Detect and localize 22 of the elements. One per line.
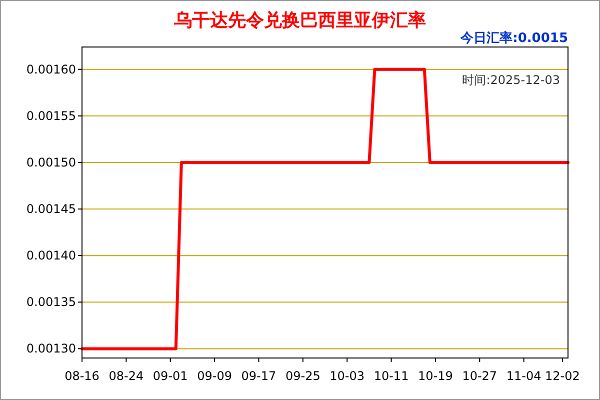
y-tick-label: 0.00160: [26, 62, 76, 76]
x-tick-label: 11-04: [506, 369, 542, 383]
x-tick-label: 09-09: [197, 369, 232, 383]
chart-title: 乌干达先令兑换巴西里亚伊汇率: [173, 10, 426, 31]
x-tick-label: 12-02: [545, 369, 580, 383]
y-tick-label: 0.00130: [26, 342, 76, 356]
x-tick-label: 09-25: [285, 369, 320, 383]
y-tick-label: 0.00155: [26, 108, 76, 123]
x-tick-label: 08-16: [64, 369, 100, 383]
annotation: 时间:2025-12-03: [462, 73, 560, 87]
y-tick-label: 0.00145: [26, 202, 76, 216]
x-tick-label: 10-03: [330, 369, 365, 383]
y-tick-label: 0.00140: [26, 248, 76, 263]
x-tick-label: 10-19: [418, 369, 453, 383]
text: 今日汇率:0.0015: [460, 30, 568, 46]
y-tick-label: 0.00135: [26, 295, 76, 310]
x-tick-label: 09-01: [152, 369, 188, 383]
y-tick-label: 0.00150: [26, 155, 76, 170]
x-tick-label: 08-24: [108, 369, 144, 383]
x-tick-label: 10-27: [462, 369, 498, 383]
x-tick-label: 10-11: [374, 369, 409, 383]
x-tick-label: 09-17: [241, 369, 276, 383]
